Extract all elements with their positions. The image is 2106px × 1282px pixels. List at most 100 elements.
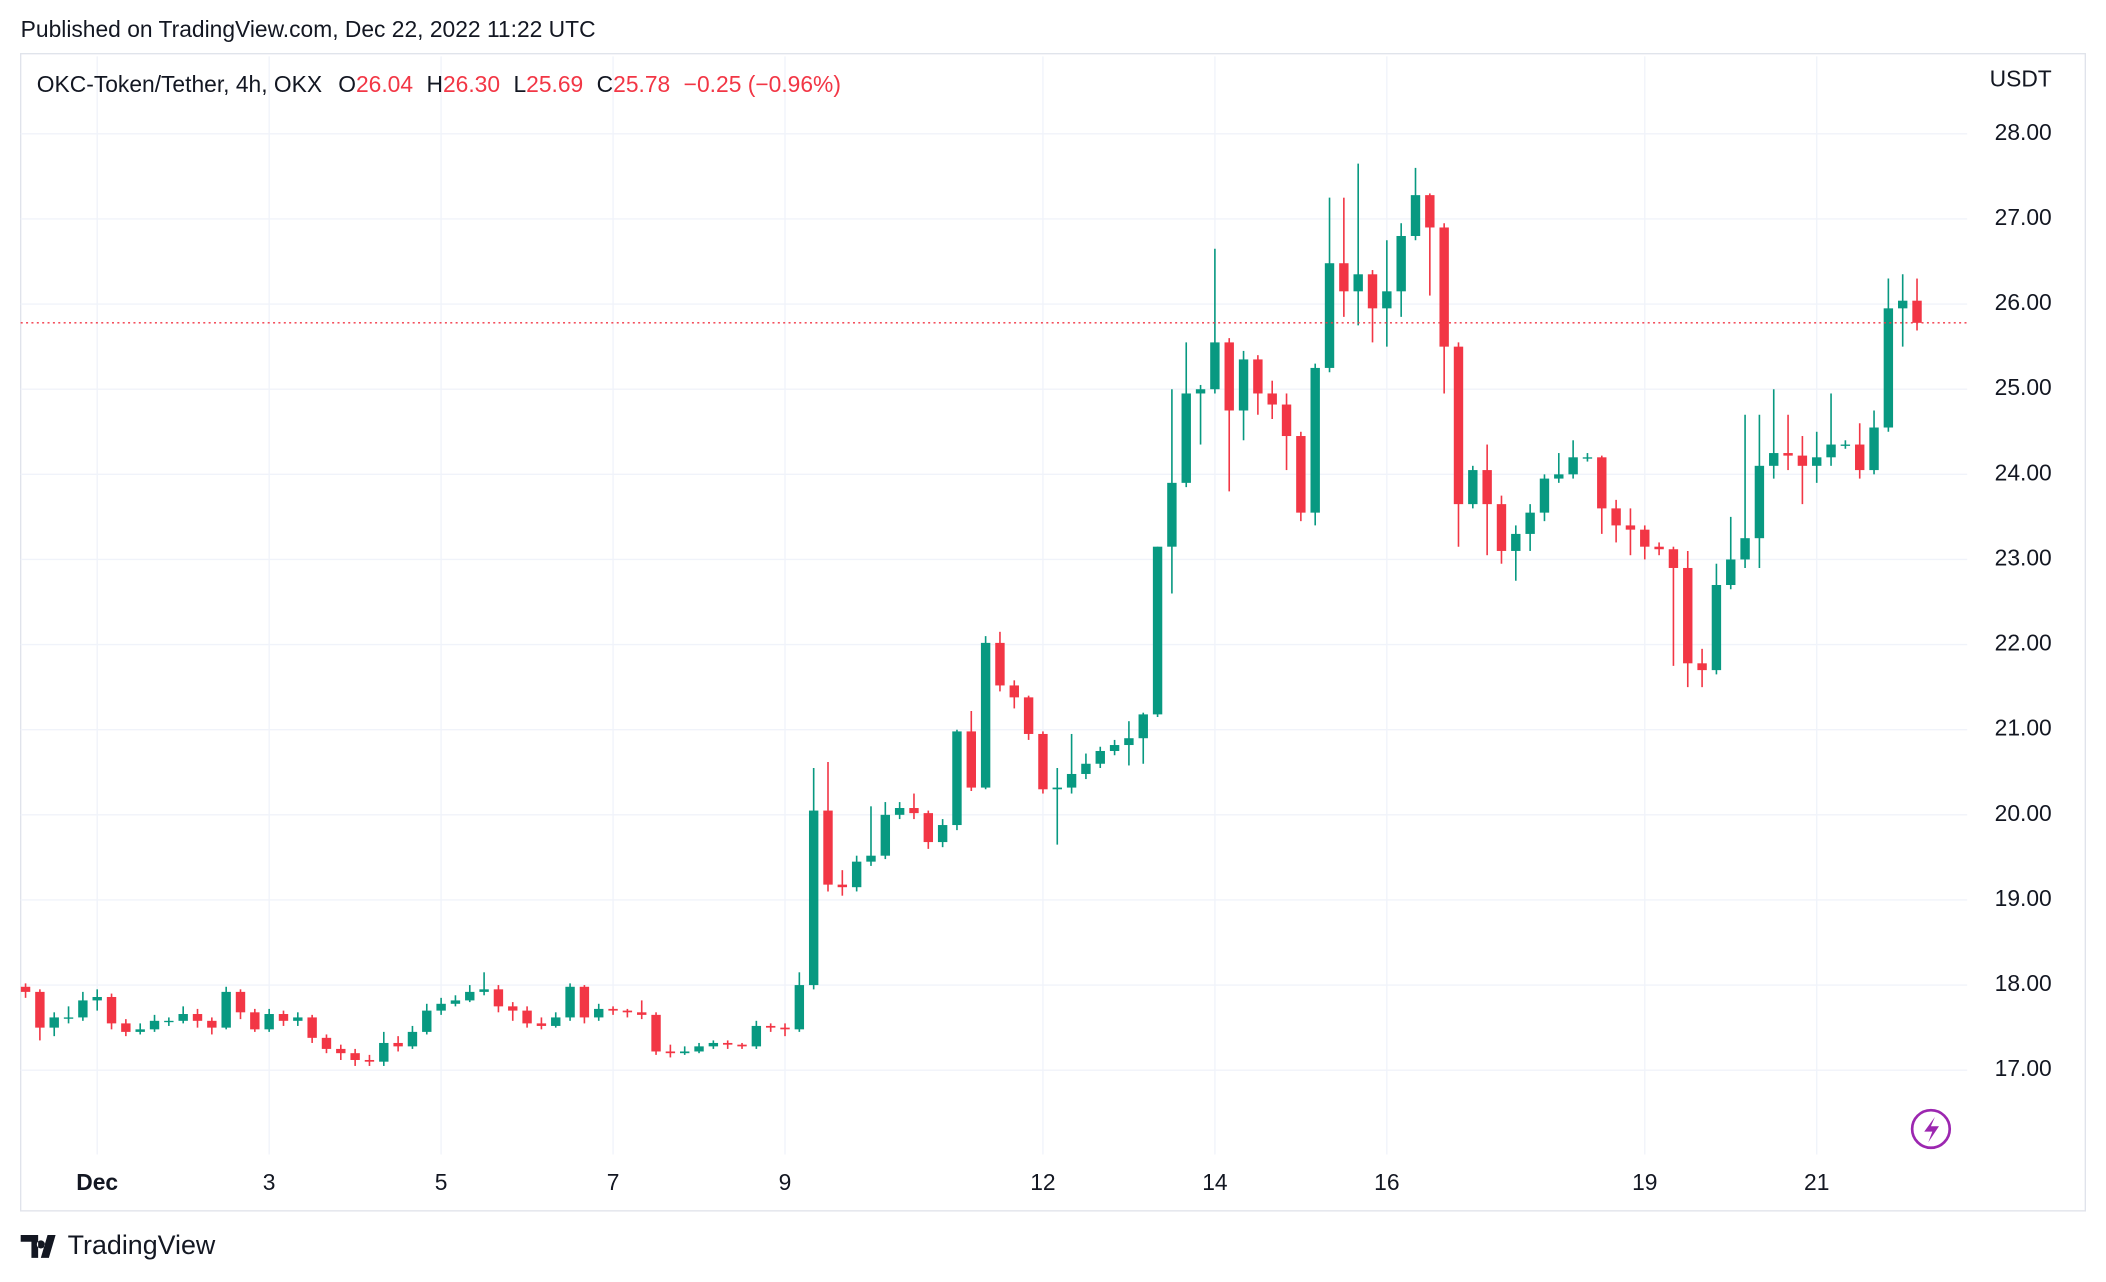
candle-body xyxy=(307,1017,317,1038)
candle-body xyxy=(909,808,919,814)
candle-body xyxy=(694,1046,704,1052)
candle-body xyxy=(522,1010,532,1024)
y-tick-label: 28.00 xyxy=(1995,119,2052,145)
candle-body xyxy=(551,1017,561,1026)
candle-body xyxy=(149,1020,160,1030)
candle-body xyxy=(450,1000,461,1004)
candle-body xyxy=(536,1023,547,1026)
candle-body xyxy=(1267,393,1277,405)
candle-body xyxy=(1181,393,1191,483)
y-tick-label: 20.00 xyxy=(1995,800,2052,826)
candle-body xyxy=(1425,195,1435,228)
candle-body xyxy=(1109,745,1120,751)
candle-body xyxy=(1224,342,1234,411)
x-tick-label: 5 xyxy=(435,1169,448,1195)
candle-body xyxy=(1912,300,1922,323)
candle-body xyxy=(1296,436,1306,513)
candle-body xyxy=(665,1051,676,1054)
candle-body xyxy=(49,1017,59,1028)
lightning-icon[interactable] xyxy=(1910,1108,1952,1150)
candle-body xyxy=(1496,504,1507,551)
candle-body xyxy=(1697,663,1707,671)
y-tick-label: 22.00 xyxy=(1995,630,2052,656)
candle-body xyxy=(1754,465,1765,539)
candle-body xyxy=(1195,389,1206,394)
candle-body xyxy=(1324,263,1335,368)
published-note: Published on TradingView.com, Dec 22, 20… xyxy=(21,16,596,42)
candle-body xyxy=(1468,470,1478,505)
candle-body xyxy=(178,1014,188,1021)
icon-bolt[interactable] xyxy=(1924,1116,1939,1143)
candle-body xyxy=(121,1023,131,1032)
y-tick-label: 17.00 xyxy=(1995,1055,2052,1081)
candle-body xyxy=(192,1014,203,1021)
candle-body xyxy=(1812,457,1822,466)
candle-body xyxy=(837,884,848,888)
candle-body xyxy=(1095,750,1105,764)
logo-icon[interactable] xyxy=(20,1235,56,1258)
candle-body xyxy=(722,1042,733,1045)
candle-body xyxy=(765,1025,776,1028)
candle-body xyxy=(1711,584,1722,671)
x-tick-label: 3 xyxy=(263,1169,276,1195)
candle-body xyxy=(851,861,862,888)
candle-body xyxy=(1582,457,1593,459)
candle-body xyxy=(1597,457,1607,509)
candle-body xyxy=(1152,546,1163,715)
candle-body xyxy=(1124,738,1134,746)
candle-body xyxy=(1023,697,1034,734)
candle-body xyxy=(808,810,819,986)
candle-body xyxy=(78,1000,88,1018)
x-tick-label: 21 xyxy=(1804,1169,1829,1195)
x-tick-label: 16 xyxy=(1374,1169,1399,1195)
candle-body xyxy=(894,808,905,815)
candle-body xyxy=(379,1042,389,1062)
candle-body xyxy=(579,986,590,1018)
candle-body xyxy=(1683,567,1693,664)
candle-body xyxy=(565,986,575,1018)
ohlc-key: C xyxy=(597,71,613,97)
candle-body xyxy=(493,989,504,1007)
candle-body xyxy=(278,1014,289,1021)
candle-body xyxy=(1353,274,1363,292)
candle-body xyxy=(1855,444,1865,471)
icon-circle[interactable] xyxy=(1910,1108,1952,1150)
candle-body xyxy=(465,991,475,1001)
candle-body xyxy=(1539,478,1550,513)
symbol: OKC-Token/Tether, 4h, OKX xyxy=(37,71,322,97)
candle-body xyxy=(1310,367,1320,513)
y-tick-label: 21.00 xyxy=(1995,715,2052,741)
x-tick-label: Dec xyxy=(76,1169,118,1195)
brand-logo[interactable]: TradingView xyxy=(20,1230,216,1260)
candle-body xyxy=(479,989,489,992)
candle-body xyxy=(622,1010,633,1013)
candle-body xyxy=(937,825,948,843)
candle-body xyxy=(1167,482,1177,547)
candle-body xyxy=(594,1008,604,1018)
candle-body xyxy=(1210,342,1220,390)
candle-body xyxy=(1453,346,1464,505)
candle-body xyxy=(20,986,31,992)
candle-body xyxy=(1138,714,1148,739)
candle-body xyxy=(1640,529,1650,547)
candle-body xyxy=(737,1044,747,1047)
candle-body xyxy=(221,991,231,1028)
candle-body xyxy=(1052,787,1062,790)
candle-body xyxy=(1840,444,1851,446)
candle-body xyxy=(264,1014,274,1030)
brand-name[interactable]: TradingView xyxy=(68,1230,216,1260)
candle-body xyxy=(1410,195,1421,236)
candle-body xyxy=(1783,453,1793,456)
candle-body xyxy=(393,1042,403,1047)
candle-body xyxy=(680,1051,690,1054)
candle-body xyxy=(995,642,1005,686)
chart-header: OKC-Token/Tether, 4h, OKX O26.04 H26.30 L25… xyxy=(37,71,841,97)
candle-body xyxy=(1525,512,1535,534)
y-tick-label: 23.00 xyxy=(1995,544,2052,570)
price-change: −0.25 (−0.96%) xyxy=(684,71,841,97)
candle-body xyxy=(637,1012,647,1015)
ohlc-key: L xyxy=(513,71,526,97)
ohlc-key: H xyxy=(426,71,442,97)
